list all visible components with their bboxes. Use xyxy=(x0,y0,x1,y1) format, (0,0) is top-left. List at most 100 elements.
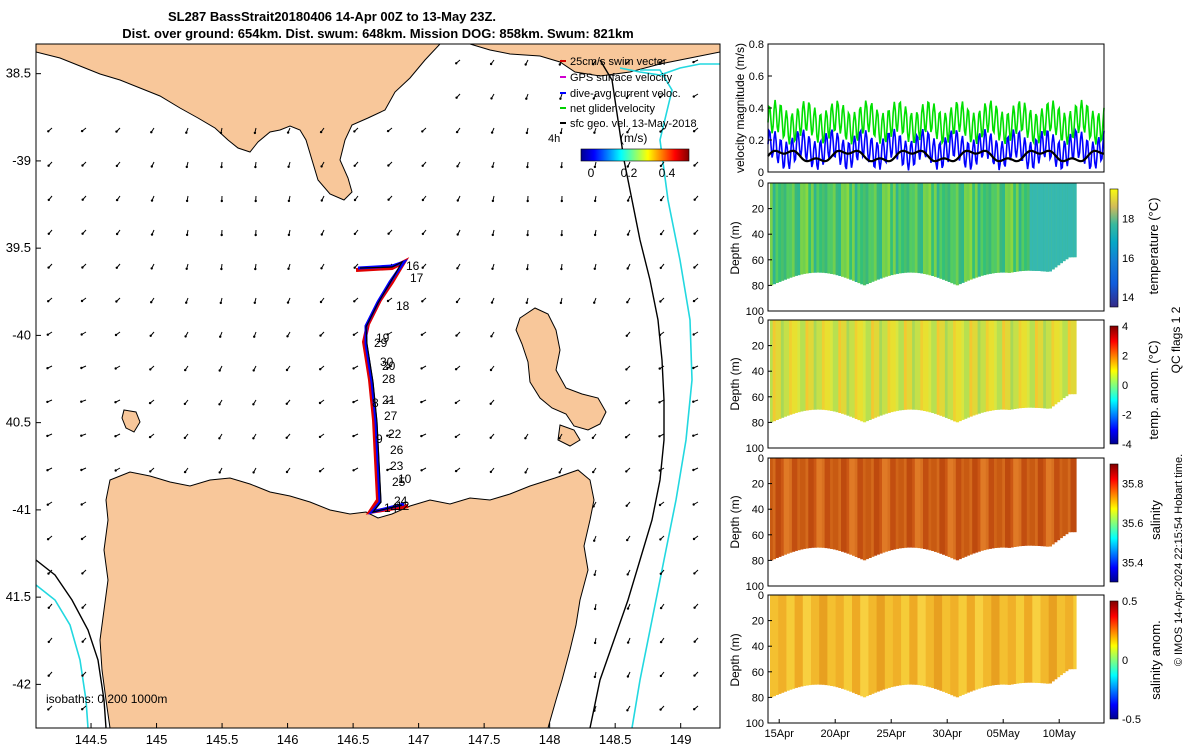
section-column xyxy=(988,320,992,411)
section-column xyxy=(950,458,954,559)
section-column xyxy=(920,595,924,686)
section-column xyxy=(901,183,905,274)
section-column xyxy=(1015,320,1020,409)
section-column xyxy=(797,183,801,276)
section-colorbar xyxy=(1109,325,1119,445)
section-frame xyxy=(767,457,1105,587)
section-column xyxy=(871,458,875,557)
geo-vector-head xyxy=(659,640,663,644)
geo-vector-head xyxy=(455,334,458,337)
track-day-label: 27 xyxy=(384,409,398,423)
geo-vector-head xyxy=(658,401,661,404)
geo-vector-head xyxy=(353,164,356,167)
section-column xyxy=(925,458,929,550)
geo-vector-head xyxy=(352,333,356,336)
section-column xyxy=(983,458,987,551)
section-x-tick-label: 05May xyxy=(987,728,1021,740)
section-column xyxy=(890,458,894,551)
section-column xyxy=(1013,320,1017,409)
section-column xyxy=(906,458,910,548)
section-y-tick-label: 60 xyxy=(752,667,764,679)
section-column xyxy=(800,183,804,275)
geo-vector-head xyxy=(387,198,390,201)
section-column xyxy=(928,458,932,551)
section-column xyxy=(843,458,848,553)
geo-vector-head xyxy=(558,437,561,440)
section-column xyxy=(1037,320,1042,408)
section-colorbar-tick: 0 xyxy=(1122,380,1128,392)
geo-vector-head xyxy=(220,165,223,169)
section-column xyxy=(811,320,815,410)
geo-vector-head xyxy=(625,334,628,337)
temp-ylabel: Depth (m) xyxy=(728,221,742,274)
section-x-tick-label: 30Apr xyxy=(933,728,963,740)
geo-vector-head xyxy=(114,401,117,404)
geo-vector-head xyxy=(47,606,50,609)
geo-vector-head xyxy=(692,400,695,403)
section-column xyxy=(906,320,910,410)
section-column xyxy=(780,320,785,418)
geo-vector-head xyxy=(115,300,118,303)
section-column xyxy=(797,595,801,688)
geo-vector-head xyxy=(254,165,257,169)
section-column xyxy=(1032,320,1036,408)
section-column xyxy=(786,458,790,554)
geo-vector-head xyxy=(114,333,118,337)
section-column xyxy=(1032,458,1036,546)
geo-vector-head xyxy=(47,674,50,677)
section-column xyxy=(890,320,894,413)
map-x-ticks: 144.5 145 145.5 146 146.5 147 147.5 148 148.5 149 xyxy=(75,723,692,747)
section-column xyxy=(783,458,787,555)
geo-vector-head xyxy=(318,435,322,439)
section-y-tick-label: 60 xyxy=(752,530,764,542)
section-column xyxy=(789,320,793,415)
section-y-tick-label: 0 xyxy=(758,178,764,190)
section-column xyxy=(1018,458,1022,547)
section-y-tick-label: 100 xyxy=(746,581,764,593)
section-column xyxy=(865,458,869,560)
section-column xyxy=(969,595,973,692)
section-column xyxy=(832,320,837,412)
section-column xyxy=(942,458,946,555)
geo-vector-head xyxy=(150,199,154,202)
section-column xyxy=(1040,458,1044,547)
geo-vector-head xyxy=(421,266,424,269)
section-column xyxy=(1040,595,1044,684)
geo-vector-head xyxy=(526,233,529,237)
section-column xyxy=(1005,595,1009,685)
geo-vector-head xyxy=(693,164,696,167)
geo-vector-head xyxy=(80,537,84,541)
section-column xyxy=(841,183,845,277)
geo-vector-head xyxy=(318,401,322,405)
section-column xyxy=(1056,320,1061,403)
geo-vector-head xyxy=(285,436,288,439)
section-column xyxy=(898,595,902,686)
geo-vector-head xyxy=(560,199,563,203)
section-column xyxy=(944,595,949,693)
section-column xyxy=(909,183,913,273)
section-column xyxy=(794,183,798,276)
section-column xyxy=(947,595,951,694)
section-column xyxy=(827,320,831,411)
section-column xyxy=(1062,320,1066,399)
geo-vector-head xyxy=(559,301,563,305)
section-column xyxy=(783,595,787,692)
geo-vector-head xyxy=(252,471,255,474)
geo-vector-head xyxy=(591,436,595,440)
geo-vector-head xyxy=(254,267,257,271)
section-y-tick-label: 80 xyxy=(752,280,764,292)
geo-vector-head xyxy=(593,539,596,542)
section-column xyxy=(884,458,889,552)
section-column xyxy=(974,595,979,690)
section-column xyxy=(830,320,834,411)
geo-vector-head xyxy=(352,434,355,438)
geo-vector-head xyxy=(692,130,696,133)
geo-vector-head xyxy=(454,435,458,439)
section-y-tick-label: 40 xyxy=(752,229,764,241)
geo-vector-head xyxy=(626,301,629,304)
section-column xyxy=(841,595,845,689)
section-column xyxy=(865,595,869,697)
section-column xyxy=(830,183,834,274)
legend-gps-velocity: GPS surface velocity xyxy=(570,72,673,84)
section-column xyxy=(1073,595,1077,670)
